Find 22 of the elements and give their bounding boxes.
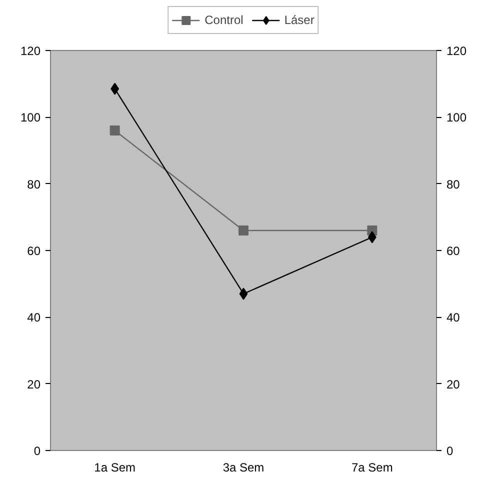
y-tick-label: 80 — [27, 177, 41, 192]
point — [239, 288, 248, 300]
legend-label: Láser — [284, 13, 314, 27]
y-tick-label: 100 — [20, 110, 41, 125]
point — [110, 126, 120, 136]
y-tick-label: 60 — [27, 244, 41, 258]
y-tick-label: 20 — [27, 377, 41, 392]
y2-tick-label: 80 — [446, 177, 460, 192]
x-tick-label: 3a Sem — [222, 460, 264, 474]
y2-tick-label: 0 — [446, 444, 454, 458]
y2-tick-label: 20 — [446, 377, 460, 392]
y-tick-label: 40 — [27, 310, 41, 325]
y-tick-label: 120 — [20, 44, 41, 58]
y2-tick-label: 40 — [446, 310, 460, 325]
y2-tick-label: 60 — [446, 244, 460, 258]
y2-tick-label: 100 — [446, 110, 467, 125]
point — [238, 226, 248, 236]
y-tick-label: 0 — [34, 444, 41, 458]
legend-label: Control — [204, 13, 244, 27]
y2-tick-label: 120 — [446, 44, 467, 58]
x-tick-label: 1a Sem — [94, 460, 136, 474]
x-tick-label: 7a Sem — [351, 460, 393, 474]
